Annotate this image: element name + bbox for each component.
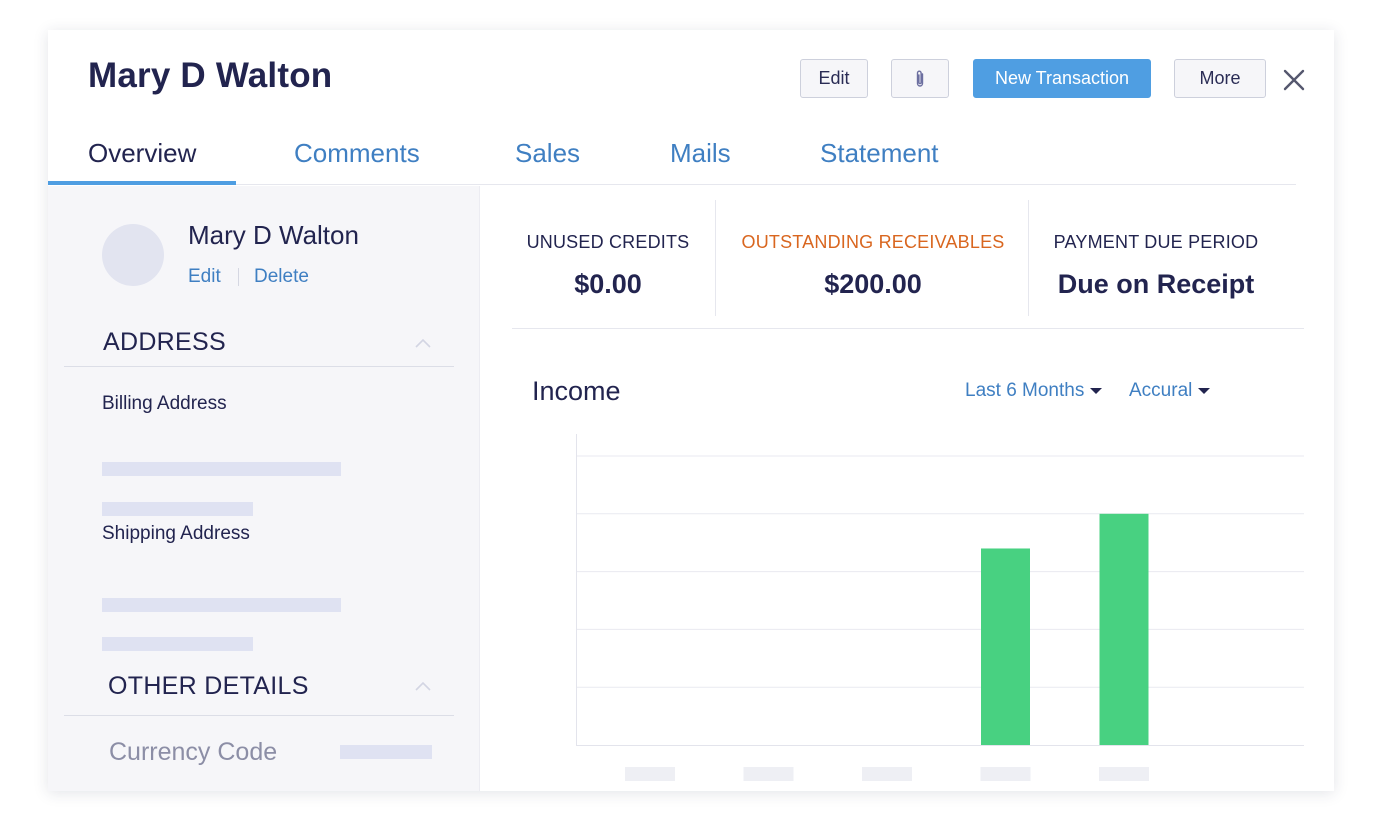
billing-address-placeholder-line: [102, 502, 253, 516]
billing-address-label: Billing Address: [102, 393, 227, 414]
edit-button[interactable]: Edit: [800, 59, 868, 98]
x-tick-label-placeholder: [862, 767, 912, 781]
other-details-section-title: OTHER DETAILS: [108, 672, 309, 700]
unused-credits-stat: UNUSED CREDITS $0.00: [512, 200, 704, 316]
outstanding-receivables-stat: OUTSTANDING RECEIVABLES $200.00: [726, 200, 1020, 316]
stat-divider: [1028, 200, 1029, 316]
billing-address-placeholder-line: [102, 462, 341, 476]
chevron-up-icon[interactable]: [415, 338, 431, 348]
chevron-up-icon[interactable]: [415, 681, 431, 691]
divider: [64, 715, 454, 716]
contact-delete-link[interactable]: Delete: [254, 266, 309, 287]
shipping-address-placeholder-line: [102, 637, 253, 651]
avatar: [102, 224, 164, 286]
tab-comments[interactable]: Comments: [294, 138, 420, 168]
caret-down-icon: [1090, 387, 1103, 394]
close-icon[interactable]: [1280, 66, 1308, 94]
page-title: Mary D Walton: [88, 56, 333, 95]
stat-divider: [715, 200, 716, 316]
tab-statement[interactable]: Statement: [820, 138, 939, 168]
basis-dropdown[interactable]: Accural: [1129, 380, 1211, 402]
attach-button[interactable]: [891, 59, 949, 98]
outstanding-receivables-label: OUTSTANDING RECEIVABLES: [741, 232, 1005, 252]
shipping-address-placeholder-line: [102, 598, 341, 612]
basis-dropdown-label: Accural: [1129, 380, 1193, 401]
currency-code-placeholder: [340, 745, 432, 759]
income-title: Income: [532, 376, 621, 406]
x-tick-label-placeholder: [625, 767, 675, 781]
unused-credits-label: UNUSED CREDITS: [526, 232, 690, 252]
divider: [512, 328, 1304, 329]
tab-mails[interactable]: Mails: [670, 138, 731, 168]
x-tick-label-placeholder: [743, 767, 794, 781]
payment-due-period-label: PAYMENT DUE PERIOD: [1053, 232, 1259, 252]
contact-sidebar: Mary D Walton Edit Delete ADDRESS Billin…: [48, 186, 480, 791]
customer-detail-panel: Mary D Walton Edit New Transaction More …: [48, 30, 1334, 791]
link-separator: [238, 268, 239, 286]
period-dropdown-label: Last 6 Months: [965, 380, 1085, 401]
tab-sales[interactable]: Sales: [515, 138, 581, 168]
x-tick-label-placeholder: [1099, 767, 1149, 781]
shipping-address-label: Shipping Address: [102, 523, 250, 544]
payment-due-period-stat: PAYMENT DUE PERIOD Due on Receipt: [1038, 200, 1274, 316]
active-tab-indicator: [48, 181, 236, 185]
tab-bar: Overview Comments Sales Mails Statement: [48, 138, 1296, 185]
tab-overview[interactable]: Overview: [88, 138, 197, 168]
income-bar-chart: [576, 434, 1304, 781]
divider: [64, 366, 454, 367]
period-dropdown[interactable]: Last 6 Months: [965, 380, 1103, 402]
paperclip-icon: [916, 70, 924, 87]
payment-due-period-value: Due on Receipt: [1057, 269, 1255, 299]
more-button[interactable]: More: [1174, 59, 1266, 98]
x-tick-label-placeholder: [980, 767, 1031, 781]
contact-edit-link[interactable]: Edit: [188, 266, 221, 287]
outstanding-receivables-value: $200.00: [824, 269, 922, 299]
currency-code-label: Currency Code: [109, 738, 278, 766]
contact-name: Mary D Walton: [188, 220, 359, 250]
caret-down-icon: [1198, 387, 1211, 394]
income-bar[interactable]: [981, 548, 1030, 745]
income-bar[interactable]: [1099, 513, 1149, 745]
address-section-title: ADDRESS: [103, 328, 226, 356]
new-transaction-button[interactable]: New Transaction: [973, 59, 1151, 98]
unused-credits-value: $0.00: [574, 269, 642, 299]
